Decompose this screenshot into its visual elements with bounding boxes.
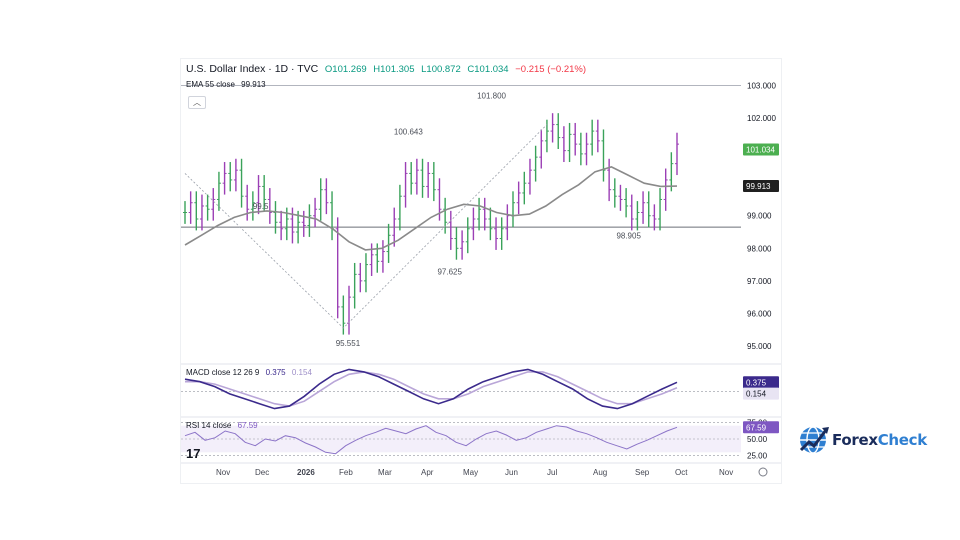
macd-signal-line	[185, 371, 678, 407]
tradingview-logo: 17	[186, 446, 201, 461]
pivot-label: 95.551	[336, 339, 361, 348]
price-tick-label: 96.000	[747, 309, 772, 318]
x-tick-label: Mar	[378, 468, 392, 477]
x-tick-label: Nov	[719, 468, 733, 477]
ohlc-close: C101.034	[467, 64, 509, 75]
chart-frame: 103.000102.000101.000100.00099.00098.000…	[180, 58, 782, 484]
x-tick-label: Jun	[505, 468, 518, 477]
globe-icon	[799, 426, 829, 454]
pivot-label: 100.643	[394, 127, 423, 136]
ohlc-open: O101.269	[324, 64, 367, 75]
signal-price-tag: 0.154	[746, 390, 767, 399]
zigzag-line	[184, 124, 548, 329]
pivot-label: 99.5	[253, 202, 269, 211]
ema-price-tag-bg	[743, 180, 779, 193]
settings-icon	[758, 467, 768, 477]
rsi-line	[184, 425, 678, 455]
signal-price-tag-bg	[743, 387, 779, 400]
ema-price-tag: 99.913	[746, 182, 771, 191]
price-tick-label: 98.000	[747, 244, 772, 253]
brand-check: Check	[877, 431, 928, 449]
symbol-title: U.S. Dollar Index · 1D · TVC	[186, 63, 319, 75]
rsi-tick-label: 50.00	[747, 435, 768, 444]
ohlc-change: −0.215 (−0.21%)	[515, 64, 587, 75]
pivot-label: 101.800	[477, 92, 506, 101]
macd-label: MACD close 12 26 9	[186, 368, 260, 377]
brand-forex: Forex	[832, 431, 878, 449]
x-tick-label: Aug	[593, 468, 607, 477]
pivot-label: 98.905	[616, 232, 641, 241]
ema-value: 99.913	[241, 80, 266, 89]
rsi-tick-label: 25.00	[747, 452, 768, 461]
macd-signal-value: 0.154	[291, 368, 312, 377]
ohlc-low: L100.872	[421, 64, 461, 75]
rsi-price-tag: 67.59	[746, 423, 767, 432]
rsi-label: RSI 14 close	[186, 421, 232, 430]
price-tick-label: 97.000	[747, 277, 772, 286]
rsi-price-tag-bg	[743, 421, 779, 434]
price-tick-label: 103.000	[747, 82, 776, 91]
forexcheck-logo: ForexCheck	[798, 424, 928, 456]
macd-value: 0.375	[265, 368, 286, 377]
ema-line	[184, 166, 678, 251]
chart-header: U.S. Dollar Index · 1D · TVC O101.269 H1…	[186, 63, 590, 75]
x-tick-label: 2026	[297, 468, 315, 477]
ema-header: EMA 55 close 99.913	[186, 80, 270, 89]
macd-price-tag: 0.375	[746, 378, 767, 387]
x-tick-label: Nov	[216, 468, 230, 477]
x-tick-label: Oct	[675, 468, 688, 477]
macd-header: MACD close 12 26 9 0.375 0.154	[186, 368, 316, 377]
price-tick-label: 99.000	[747, 212, 772, 221]
ema-label: EMA 55 close	[186, 80, 235, 89]
rsi-value: 67.59	[237, 421, 258, 430]
macd-price-tag-bg	[743, 376, 779, 389]
macd-line	[184, 368, 678, 410]
rsi-header: RSI 14 close 67.59	[186, 421, 262, 430]
last-price-tag-bg	[743, 143, 779, 156]
x-tick-label: Dec	[255, 468, 269, 477]
pivot-label: 97.625	[437, 267, 462, 276]
x-tick-label: May	[463, 468, 478, 477]
x-tick-label: Apr	[421, 468, 434, 477]
price-tick-label: 95.000	[747, 342, 772, 351]
x-tick-label: Sep	[635, 468, 650, 477]
x-tick-label: Jul	[547, 468, 557, 477]
price-tick-label: 102.000	[747, 114, 776, 123]
collapse-indicators-button[interactable]: ︿	[188, 96, 206, 109]
last-price-tag: 101.034	[746, 146, 775, 155]
ohlc-high: H101.305	[373, 64, 415, 75]
chart-svg: 103.000102.000101.000100.00099.00098.000…	[181, 82, 781, 477]
x-tick-label: Feb	[339, 468, 353, 477]
